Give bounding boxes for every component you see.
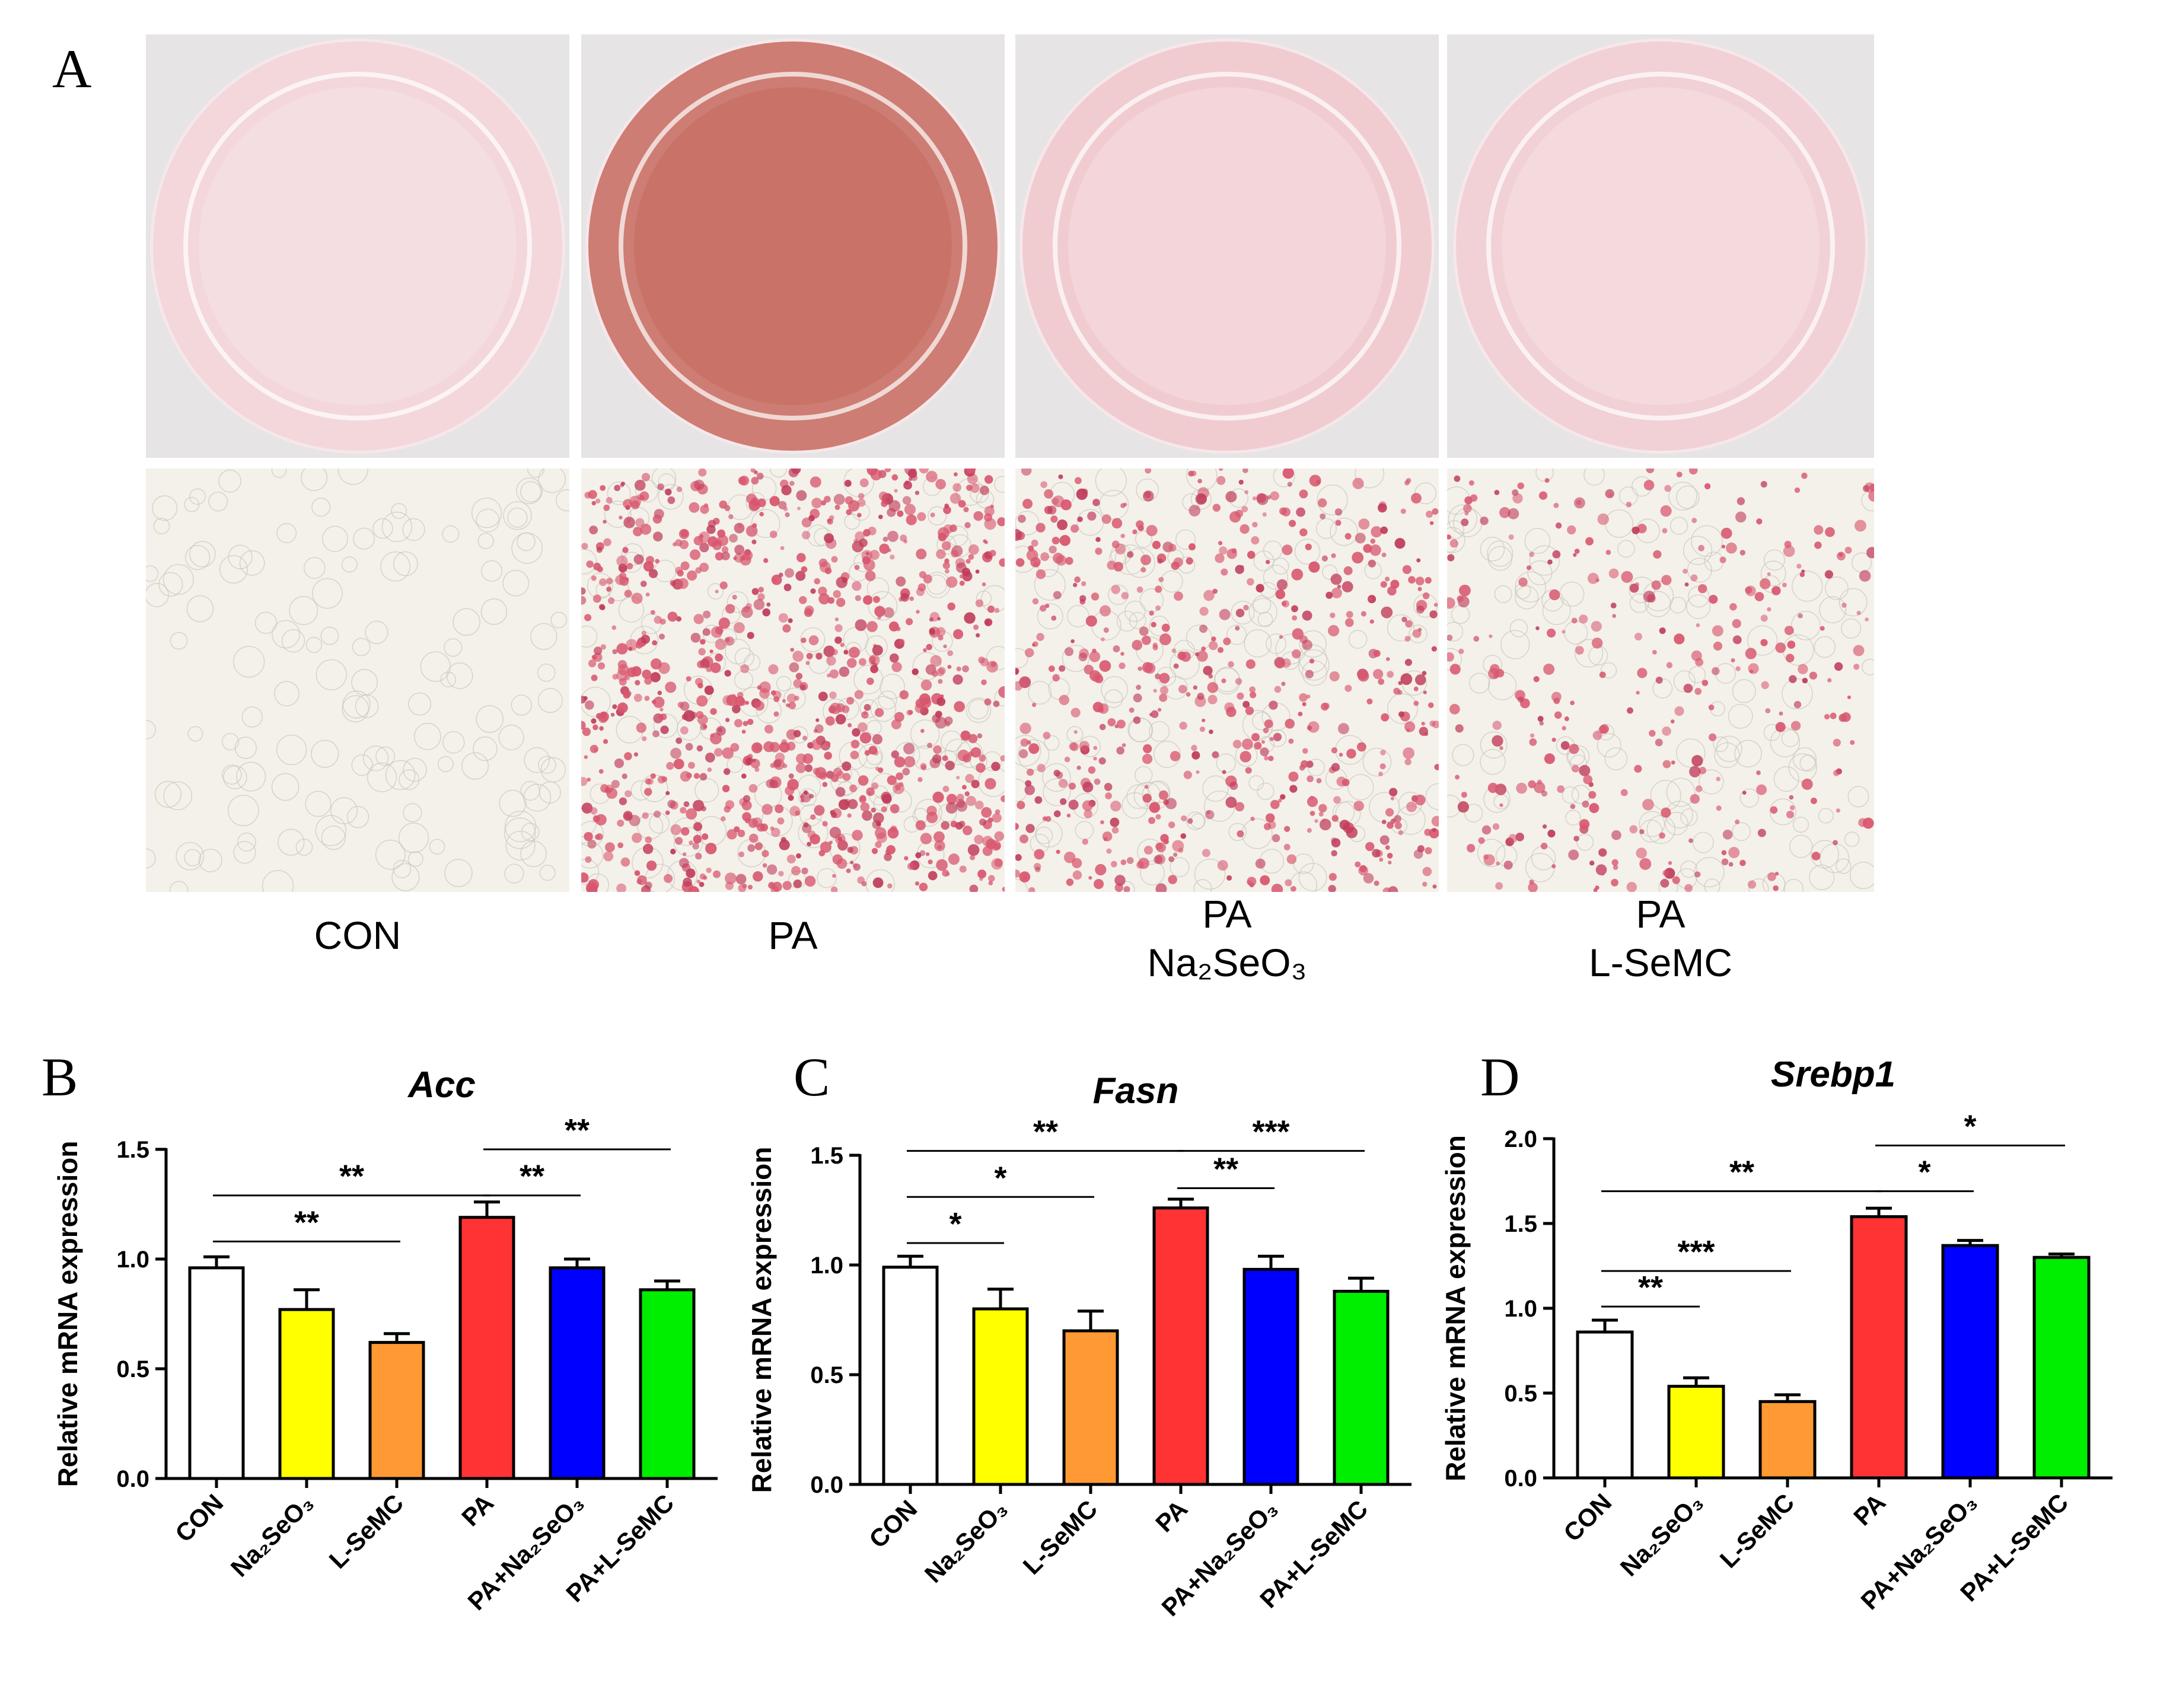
x-tick-label: PA bbox=[1150, 1494, 1193, 1537]
dish-photo bbox=[1015, 34, 1439, 458]
significance-label: *** bbox=[1252, 1114, 1289, 1150]
group-label: PA L-SeMC bbox=[1588, 892, 1733, 984]
significance-label: *** bbox=[1677, 1234, 1715, 1270]
panel-b-letter: B bbox=[42, 1047, 78, 1107]
bar bbox=[1062, 1329, 1119, 1486]
group-label: PA bbox=[768, 913, 818, 957]
bar bbox=[1333, 1289, 1390, 1486]
x-tick-label: Na₂SeO₃ bbox=[919, 1494, 1013, 1588]
x-tick-label: CON bbox=[864, 1494, 922, 1553]
y-tick-label: 0.5 bbox=[116, 1356, 149, 1382]
x-tick-label: PA bbox=[1848, 1488, 1891, 1531]
significance-label: * bbox=[949, 1206, 961, 1242]
chart-title: Srebp1 bbox=[1771, 1062, 1895, 1095]
x-tick-label: L-SeMC bbox=[1715, 1488, 1800, 1573]
significance-label: ** bbox=[520, 1159, 544, 1194]
x-tick-label: L-SeMC bbox=[1018, 1494, 1103, 1580]
group-label: PA Na₂SeO₃ bbox=[1147, 892, 1307, 984]
y-tick-label: 0.0 bbox=[810, 1472, 843, 1498]
chart-title: Acc bbox=[407, 1065, 476, 1105]
bar bbox=[882, 1266, 939, 1486]
x-tick-label: Na₂SeO₃ bbox=[225, 1489, 319, 1582]
micrograph bbox=[1447, 469, 1874, 892]
y-tick-label: 1.5 bbox=[116, 1137, 149, 1163]
x-tick-label: CON bbox=[170, 1489, 228, 1547]
y-tick-label: 1.0 bbox=[116, 1247, 149, 1273]
bar bbox=[972, 1307, 1029, 1486]
significance-label: ** bbox=[1033, 1114, 1058, 1150]
group-label: CON bbox=[314, 913, 402, 957]
x-tick-label: L-SeMC bbox=[324, 1489, 409, 1574]
bar bbox=[278, 1308, 335, 1480]
bar bbox=[1152, 1206, 1209, 1486]
y-axis-label: Relative mRNA expression bbox=[746, 1147, 777, 1493]
y-tick-label: 1.0 bbox=[810, 1253, 843, 1279]
bar-chart-acc: Acc Relative mRNA expression 0.0 0.5 1.0 1.5 C… bbox=[52, 1065, 718, 1615]
bar bbox=[368, 1341, 425, 1480]
dish-photo bbox=[581, 34, 1005, 458]
bar-chart-fasn: Fasn Relative mRNA expression 0.0 0.5 1.0 1.5… bbox=[746, 1070, 1412, 1621]
y-tick-label: 0.0 bbox=[116, 1466, 149, 1492]
y-tick-label: 1.5 bbox=[1504, 1211, 1537, 1237]
bar bbox=[1941, 1244, 1999, 1480]
significance-label: ** bbox=[1638, 1270, 1663, 1305]
bar bbox=[1667, 1385, 1725, 1480]
y-axis-label: Relative mRNA expression bbox=[1440, 1135, 1471, 1481]
x-tick-label: PA bbox=[456, 1489, 499, 1531]
significance-label: ** bbox=[565, 1113, 590, 1148]
significance-label: * bbox=[1918, 1155, 1930, 1190]
y-tick-label: 1.0 bbox=[1504, 1296, 1537, 1322]
chart-title: Fasn bbox=[1093, 1070, 1179, 1111]
micrograph bbox=[1015, 469, 1439, 892]
significance-label: ** bbox=[294, 1204, 319, 1240]
x-tick-label: Na₂SeO₃ bbox=[1615, 1488, 1709, 1582]
bar bbox=[639, 1288, 696, 1480]
bar bbox=[1850, 1215, 1908, 1480]
dish-photo bbox=[146, 34, 569, 458]
bar bbox=[549, 1266, 606, 1480]
bar-chart-srebp1: Srebp1 Relative mRNA expression 0.0 0.5 1.0 1… bbox=[1440, 1062, 2113, 1615]
micrograph bbox=[581, 469, 1005, 892]
significance-label: ** bbox=[1729, 1155, 1754, 1190]
panel-c-letter: C bbox=[794, 1047, 830, 1107]
y-tick-label: 0.5 bbox=[1504, 1381, 1537, 1407]
significance-label: ** bbox=[339, 1159, 364, 1194]
bar bbox=[458, 1216, 515, 1480]
bar bbox=[188, 1266, 245, 1480]
y-tick-label: 2.0 bbox=[1504, 1126, 1537, 1152]
y-tick-label: 0.5 bbox=[810, 1362, 843, 1388]
bar bbox=[2032, 1255, 2091, 1480]
bar bbox=[1758, 1400, 1817, 1480]
micrograph bbox=[146, 469, 569, 892]
panel-a-letter: A bbox=[52, 39, 92, 99]
significance-label: * bbox=[1964, 1108, 1976, 1144]
significance-label: ** bbox=[1213, 1152, 1238, 1187]
dish-photo bbox=[1447, 34, 1874, 458]
bar bbox=[1242, 1267, 1299, 1486]
panel-d-letter: D bbox=[1480, 1047, 1520, 1107]
y-tick-label: 1.5 bbox=[810, 1143, 843, 1169]
y-axis-label: Relative mRNA expression bbox=[52, 1141, 83, 1487]
significance-label: * bbox=[994, 1160, 1006, 1196]
x-tick-label: CON bbox=[1558, 1488, 1617, 1547]
y-tick-label: 0.0 bbox=[1504, 1465, 1537, 1492]
bar bbox=[1576, 1330, 1634, 1480]
